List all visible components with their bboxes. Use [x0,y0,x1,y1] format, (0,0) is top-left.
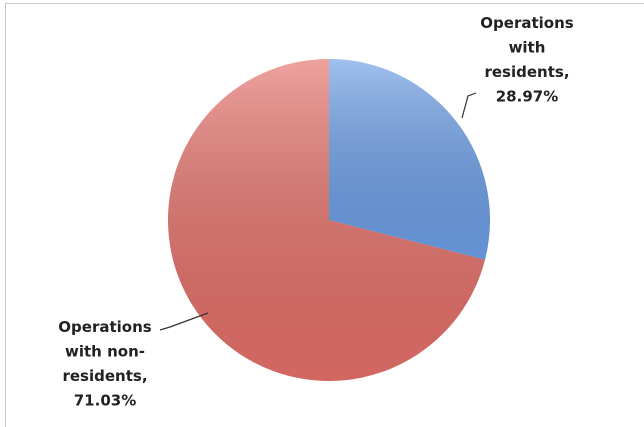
slice-value-label: 71.03% [74,392,136,410]
leader-line [159,312,209,331]
slice-label: Operations with residents, [480,14,573,81]
slice-shade [168,59,486,381]
slice-shade [329,59,490,260]
slice-label: Operations with non-residents, [58,318,151,385]
slice-value-label: 28.97% [496,88,558,106]
leader-line [461,92,477,119]
